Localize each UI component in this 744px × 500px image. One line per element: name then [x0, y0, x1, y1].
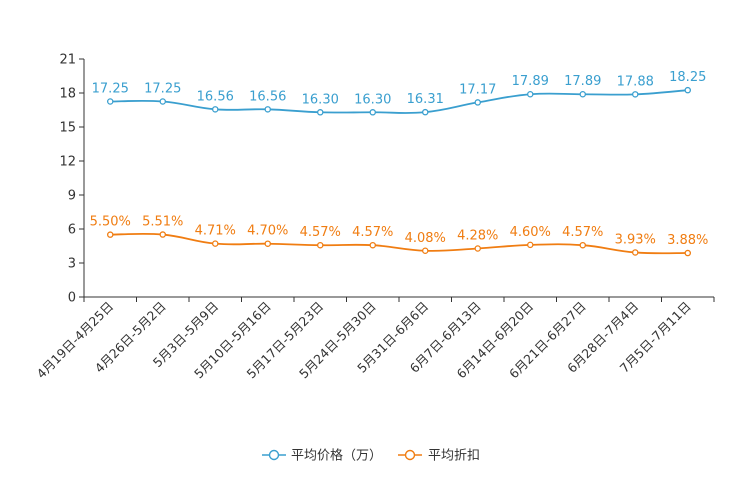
data-point — [107, 98, 114, 105]
data-point — [316, 109, 324, 116]
series-line-0 — [110, 89, 688, 114]
y-tick-label: 21 — [59, 53, 76, 68]
data-point — [421, 108, 429, 116]
data-label: 16.30 — [302, 92, 339, 107]
data-label: 17.89 — [564, 74, 601, 89]
data-point — [684, 249, 692, 257]
data-label: 4.57% — [300, 225, 341, 240]
legend-marker-1 — [404, 449, 416, 461]
legend-marker-0 — [268, 449, 280, 461]
data-point — [579, 241, 587, 249]
data-point — [159, 231, 166, 238]
data-label: 3.93% — [615, 232, 656, 247]
data-point — [211, 240, 219, 247]
y-tick-label: 0 — [68, 291, 76, 306]
data-point — [684, 86, 692, 94]
data-label: 16.56 — [197, 89, 234, 104]
data-point — [474, 245, 481, 252]
data-point — [316, 241, 324, 249]
data-point — [527, 241, 534, 249]
data-label: 4.28% — [457, 228, 498, 243]
data-point — [421, 247, 429, 255]
data-label: 16.56 — [249, 89, 286, 104]
y-tick-label: 6 — [68, 223, 76, 238]
data-point — [369, 241, 376, 249]
data-label: 4.60% — [510, 225, 551, 240]
data-label: 5.51% — [142, 215, 183, 230]
data-label: 5.50% — [90, 215, 131, 230]
data-label: 18.25 — [669, 70, 706, 85]
y-tick-label: 15 — [59, 121, 76, 136]
data-point — [527, 90, 534, 98]
legend-label-0: 平均价格（万） — [291, 448, 382, 464]
data-point — [264, 106, 271, 113]
y-tick-label: 12 — [59, 155, 76, 170]
data-point — [369, 109, 376, 116]
data-label: 4.70% — [247, 224, 288, 239]
data-label: 17.89 — [512, 74, 549, 89]
data-point — [474, 99, 481, 106]
data-label: 17.17 — [459, 82, 496, 97]
data-point — [579, 90, 587, 98]
y-tick-label: 9 — [68, 189, 76, 204]
series-line-1 — [110, 232, 688, 255]
data-point — [159, 98, 166, 105]
data-label: 17.25 — [92, 82, 129, 97]
data-point — [211, 106, 219, 113]
data-label: 4.57% — [562, 225, 603, 240]
y-tick-label: 3 — [68, 257, 76, 272]
data-point — [264, 240, 271, 247]
legend-label-1: 平均折扣 — [428, 449, 480, 464]
y-tick-label: 18 — [59, 87, 76, 102]
data-point — [632, 249, 639, 256]
data-label: 16.31 — [407, 92, 444, 107]
data-label: 3.88% — [667, 233, 708, 248]
data-label: 17.25 — [144, 82, 181, 97]
data-point — [632, 91, 639, 98]
data-label: 16.30 — [354, 92, 391, 107]
data-label: 4.71% — [195, 224, 236, 239]
data-point — [107, 231, 114, 238]
data-label: 4.57% — [352, 225, 393, 240]
data-label: 17.88 — [617, 74, 654, 89]
data-label: 4.08% — [405, 231, 446, 246]
